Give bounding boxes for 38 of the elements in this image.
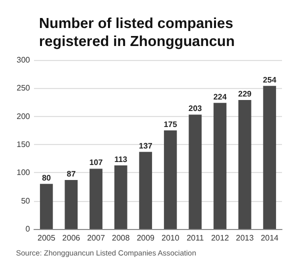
bar xyxy=(263,86,276,229)
y-tick-label: 250 xyxy=(16,84,31,93)
y-tick-label: 0 xyxy=(26,224,31,234)
bar xyxy=(188,114,202,229)
data-label: 224 xyxy=(213,92,228,102)
chart-title: Number of listed companies registered in Zhongguancun xyxy=(39,16,235,50)
y-tick-label: 200 xyxy=(16,112,31,121)
x-tick-label: 2010 xyxy=(162,234,180,242)
data-label: 87 xyxy=(66,169,76,178)
data-label: 203 xyxy=(188,104,202,114)
y-tick-label: 100 xyxy=(16,168,31,178)
bar xyxy=(90,168,102,229)
data-label: 254 xyxy=(262,75,277,84)
x-tick-label: 2011 xyxy=(186,234,204,242)
x-tick-label: 2012 xyxy=(211,234,230,242)
x-tick-label: 2006 xyxy=(62,234,81,242)
x-tick-label: 2014 xyxy=(260,234,280,242)
data-label: 229 xyxy=(238,89,252,98)
x-tick-label: 2007 xyxy=(87,234,106,242)
x-tick-label: 2013 xyxy=(236,234,254,242)
bar xyxy=(64,180,78,229)
x-tick-label: 2009 xyxy=(136,234,156,242)
bar xyxy=(139,152,152,229)
x-tick-label: 2005 xyxy=(38,234,56,242)
y-tick-label: 150 xyxy=(16,140,31,149)
bar xyxy=(238,100,252,229)
data-label: 175 xyxy=(164,120,178,129)
bar xyxy=(214,102,226,229)
x-tick-label: 2008 xyxy=(112,234,130,242)
data-label: 137 xyxy=(138,141,153,150)
bar xyxy=(164,130,177,229)
data-label: 113 xyxy=(114,154,128,164)
y-tick-label: 50 xyxy=(21,196,31,206)
y-tick-label: 300 xyxy=(16,56,31,64)
data-label: 107 xyxy=(89,158,104,168)
data-label: 80 xyxy=(42,173,52,182)
bar xyxy=(40,184,53,229)
bar xyxy=(114,165,128,229)
